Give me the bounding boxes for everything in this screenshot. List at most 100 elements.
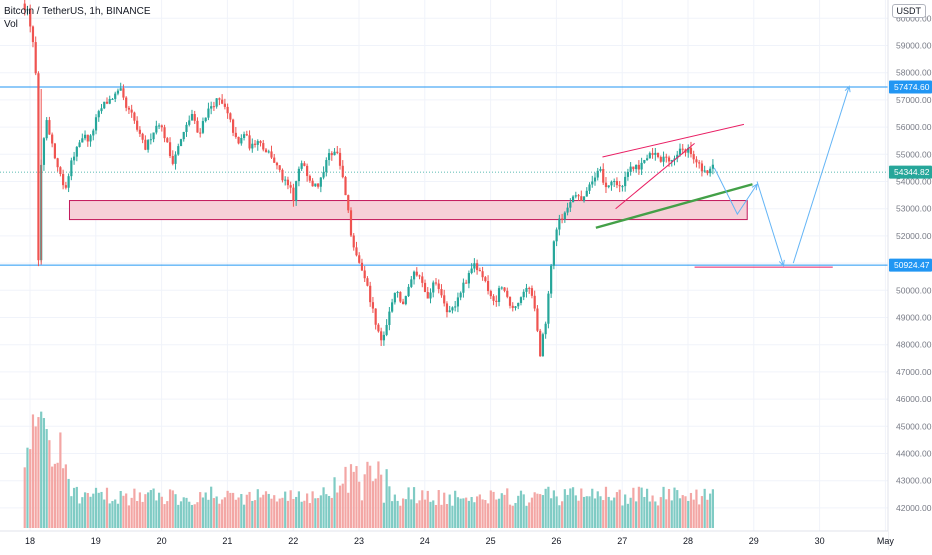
volume-bar [141,501,144,528]
support-zone-rect [68,200,748,221]
price-label-tag-2 [889,258,932,272]
volume-bar [643,496,646,528]
candle-body [157,125,161,127]
volume-bar [72,487,76,528]
volume-bar [451,505,454,528]
volume-bar [347,492,350,528]
volume-bar [67,478,70,528]
volume-bar [456,497,460,528]
candle-body [706,170,709,174]
volume-bar [136,500,139,528]
candle-body [284,179,287,181]
candle-body [86,134,89,142]
volume-bar [626,503,630,528]
candle-body [234,132,237,137]
candle-body [580,196,583,201]
support-zone-layer [68,200,748,221]
volume-bar [459,498,462,528]
volume-bar [119,490,122,528]
candle-body [245,134,248,136]
candle-body [141,133,144,140]
volume-bar [503,494,506,528]
candle-body [410,279,413,287]
volume-bar [621,505,624,528]
candle-body [388,311,391,325]
candle-body [26,9,29,11]
volume-bar [396,500,399,528]
volume-bar [465,497,468,528]
candle-body [103,101,106,109]
candle-body [344,177,347,196]
price-tick-label: 44000.00 [896,449,932,459]
volume-bar [393,494,396,528]
candle-body [303,163,306,166]
candle-body [300,163,303,169]
volume-bar [539,494,542,528]
volume-bar [514,502,517,528]
volume-bar [484,500,487,528]
candle-body [478,270,481,272]
volume-bar [492,491,495,528]
candle-body [136,120,139,130]
projection-arrow-1 [756,181,784,266]
volume-bar [517,495,520,528]
candle-body [149,139,152,141]
time-axis[interactable]: 18 19 20 21 22 23 24 25 26 27 28 29 30 May [0,530,894,550]
volume-bar [322,487,325,528]
volume-bar [212,498,216,528]
volume-bar [566,494,569,528]
candle-body [544,323,547,335]
candle-body [437,283,440,290]
candle-body [275,162,279,166]
time-tick-label: 22 [288,536,298,546]
candle-body [97,111,100,118]
candle-body [588,184,591,191]
volume-bar [341,483,344,528]
candle-body [330,153,333,156]
candle-body [182,131,185,140]
candle-body [89,135,92,142]
volume-bar [673,487,676,528]
volume-bar [264,491,268,528]
volume-bar [270,498,273,528]
volume-bar [23,467,26,528]
volume-bar [709,493,712,528]
volume-bar [138,492,141,528]
candle-body [270,151,273,158]
volume-bar [92,493,95,528]
currency-badge[interactable]: USDT [891,4,926,18]
price-axis[interactable]: 60000.00 59000.00 58000.00 57000.00 56000.00… [887,0,932,550]
candle-body [550,265,553,294]
volume-bar [330,497,333,528]
volume-bar [486,503,490,528]
price-tick-label: 54000.00 [896,177,932,187]
drawings [595,85,851,268]
candle-body [29,9,32,27]
candle-body [484,277,487,282]
volume-bar [667,488,671,528]
price-label-tag-0 [889,80,932,94]
wedge-upper-line [602,123,745,158]
candle-body [155,125,158,133]
volume-bar [64,464,67,528]
candle-body [665,156,668,158]
volume-bar [615,492,619,528]
candle-body [333,151,336,156]
time-tick-label: 26 [551,536,561,546]
candle-body [615,181,619,186]
volume-indicator-label[interactable]: Vol [4,19,18,30]
volume-bar [473,502,476,528]
candle-body [596,170,599,178]
volume-bar [358,481,361,528]
volume-bar [582,496,586,528]
volume-bar [48,440,51,528]
candle-body [232,119,235,133]
candle-body [432,282,435,293]
candle-body [366,278,369,286]
candle-body [125,97,128,108]
candle-body [445,303,449,313]
volume-bar [319,495,322,528]
candle-body [171,155,174,164]
